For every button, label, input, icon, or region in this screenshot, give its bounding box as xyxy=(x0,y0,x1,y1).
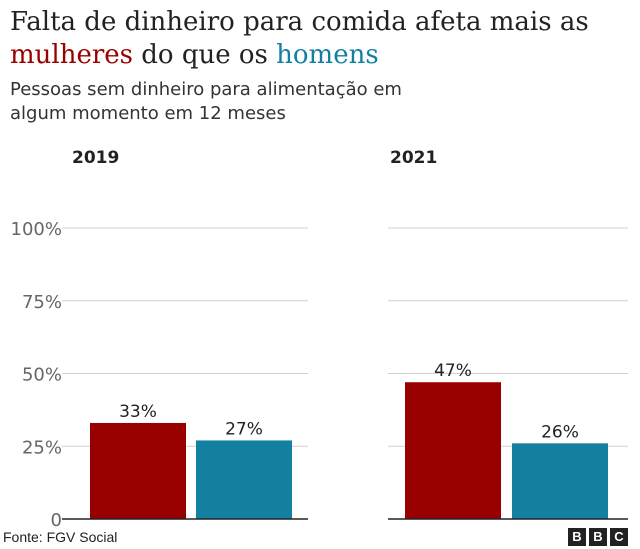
data-label: 33% xyxy=(119,402,157,422)
source-note: Fonte: FGV Social xyxy=(3,529,118,545)
bar xyxy=(512,443,608,519)
logo-letter: B xyxy=(568,528,586,546)
bbc-logo: B B C xyxy=(568,528,628,546)
bar xyxy=(196,440,292,519)
y-tick-label: 75% xyxy=(22,292,62,313)
data-label: 26% xyxy=(541,422,579,442)
bar xyxy=(90,422,186,519)
logo-letter: B xyxy=(589,528,607,546)
title-men-highlight: homens xyxy=(276,40,379,70)
title-text-1: Falta de dinheiro para comida afeta mais… xyxy=(10,7,589,37)
panel-title: 2021 xyxy=(390,148,437,168)
data-label: 27% xyxy=(225,419,263,439)
title-women-highlight: mulheres xyxy=(10,40,134,70)
y-tick-label: 50% xyxy=(22,365,62,386)
y-tick-label: 100% xyxy=(11,219,62,240)
y-tick-label: 25% xyxy=(22,437,62,458)
logo-letter: C xyxy=(610,528,628,546)
title-text-2: do que os xyxy=(133,40,277,70)
panel-title: 2019 xyxy=(72,148,119,168)
chart-title: Falta de dinheiro para comida afeta mais… xyxy=(10,6,630,72)
y-tick-label: 0 xyxy=(51,510,62,531)
data-label: 47% xyxy=(434,361,472,381)
chart-subtitle: Pessoas sem dinheiro para alimentação em… xyxy=(10,79,402,124)
bar xyxy=(405,382,501,519)
